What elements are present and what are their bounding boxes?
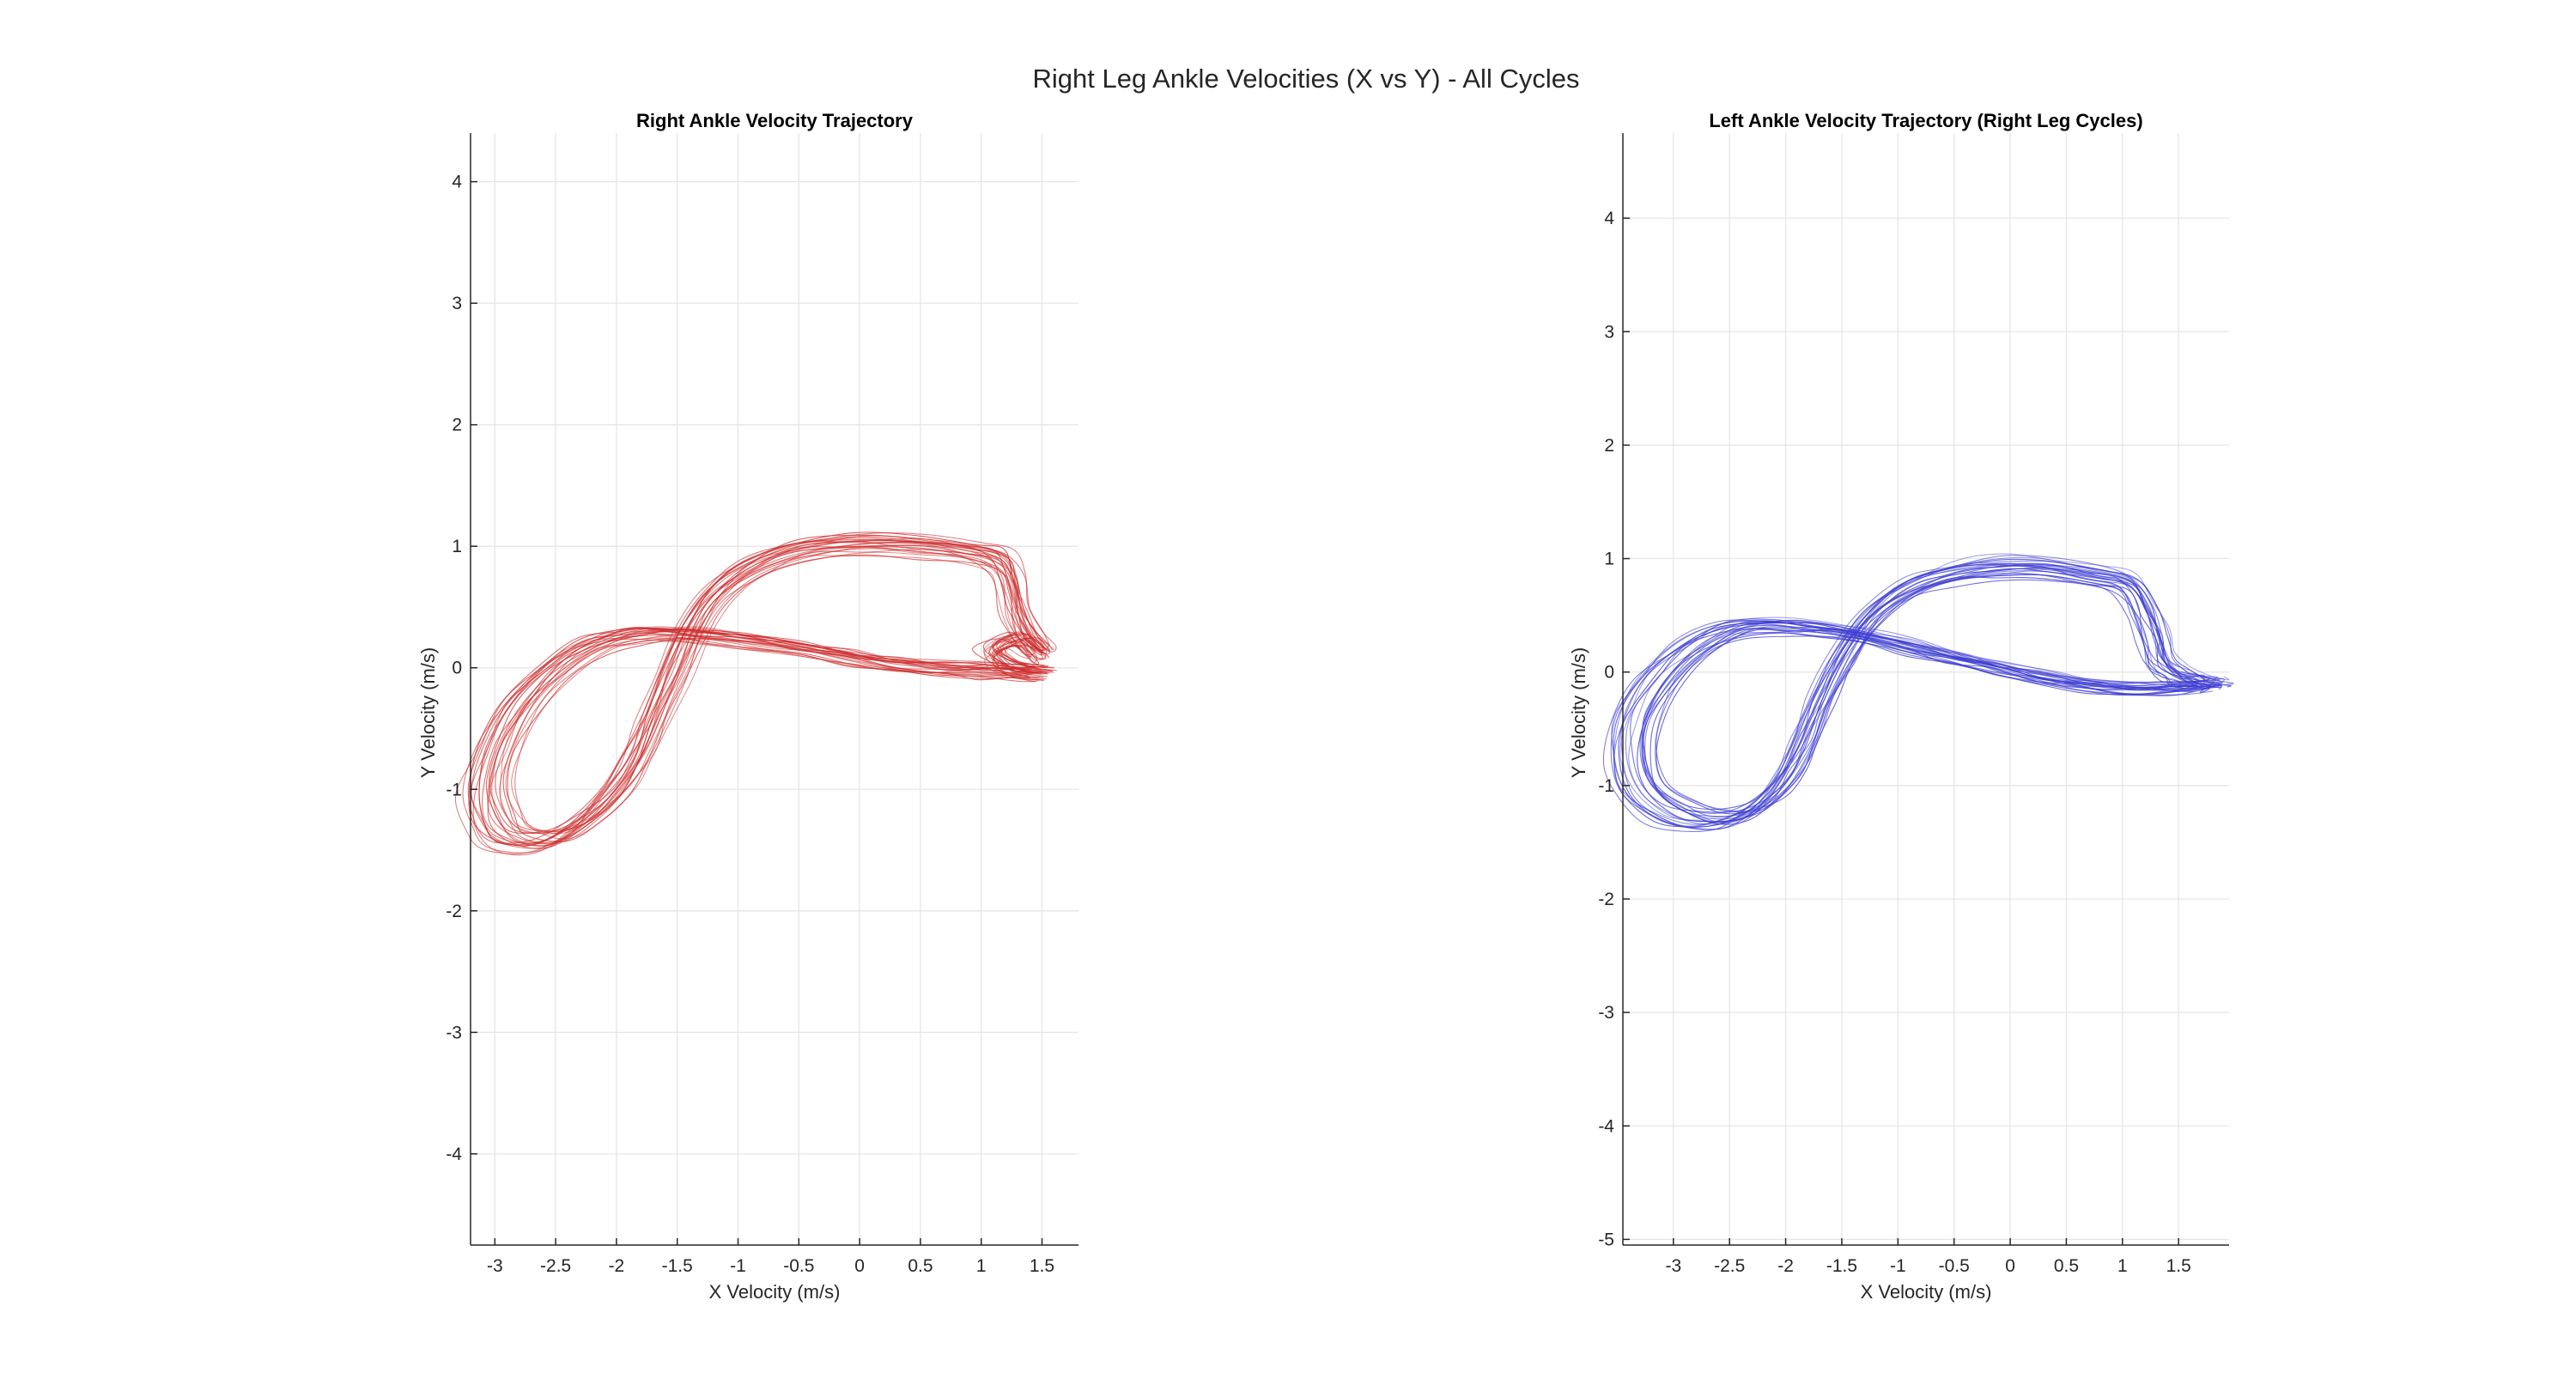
trajectory-cycle-left-ankle-18 bbox=[1655, 562, 2221, 812]
y-tick-label: 0 bbox=[1604, 663, 1614, 683]
trajectory-cycle-left-ankle-6 bbox=[1641, 565, 2223, 817]
x-tick-label: -1 bbox=[730, 1256, 746, 1276]
trajectory-cycle-right-ankle-14 bbox=[505, 543, 1039, 835]
trajectory-cycle-left-ankle-2 bbox=[1611, 555, 2225, 828]
x-tick-label: -2.5 bbox=[1714, 1256, 1745, 1276]
y-tick-label: -1 bbox=[1598, 776, 1614, 796]
trajectory-cycle-right-ankle-17 bbox=[462, 538, 1050, 854]
trajectories-right-ankle bbox=[454, 532, 1057, 856]
trajectories-left-ankle bbox=[1602, 553, 2234, 833]
trajectory-cycle-right-ankle-5 bbox=[487, 535, 1057, 845]
trajectory-cycle-left-ankle-24 bbox=[1642, 564, 2219, 818]
x-tick-label: 0 bbox=[2005, 1256, 2015, 1276]
x-tick-label: -3 bbox=[487, 1256, 503, 1276]
trajectory-cycle-left-ankle-11 bbox=[1644, 570, 2221, 823]
trajectory-cycle-left-ankle-14 bbox=[1639, 574, 2202, 820]
y-ticks-right-ankle: -4 -3 -2 -1 0 1 2 3 4 bbox=[446, 173, 477, 1164]
x-tick-label: 0.5 bbox=[2054, 1256, 2079, 1276]
axes-right-ankle: -3 -2.5 -2 -1.5 -1 -0.5 0 0.5 1 1.5 -4 -3 -2 -1 0 1 2 3 4… bbox=[417, 110, 1078, 1303]
trajectory-cycle-right-ankle-22 bbox=[491, 541, 1050, 847]
y-tick-label: 3 bbox=[1604, 322, 1614, 342]
trajectory-cycle-left-ankle-20 bbox=[1630, 564, 2205, 813]
y-tick-label: 1 bbox=[452, 537, 462, 556]
y-tick-label: 2 bbox=[1604, 435, 1614, 455]
y-ticks-left-ankle: -5 -4 -3 -2 -1 0 1 2 3 4 bbox=[1598, 209, 1630, 1249]
y-tick-label: 4 bbox=[452, 173, 462, 192]
trajectory-cycle-right-ankle-12 bbox=[487, 548, 1041, 849]
x-axis-label-right-ankle: X Velocity (m/s) bbox=[709, 1281, 841, 1303]
x-ticks-left-ankle: -3 -2.5 -2 -1.5 -1 -0.5 0 0.5 1 1.5 bbox=[1665, 1238, 2191, 1276]
x-tick-label: -2.5 bbox=[540, 1256, 571, 1276]
x-axis-label-left-ankle: X Velocity (m/s) bbox=[1861, 1281, 1992, 1303]
x-tick-label: -2 bbox=[1777, 1256, 1794, 1276]
trajectory-cycle-right-ankle-24 bbox=[467, 536, 1043, 844]
x-tick-label: -2 bbox=[609, 1256, 625, 1276]
trajectory-cycle-right-ankle-21 bbox=[499, 546, 1031, 834]
x-tick-label: -3 bbox=[1665, 1256, 1681, 1276]
trajectory-cycle-left-ankle-10 bbox=[1620, 562, 2234, 830]
trajectory-cycle-right-ankle-3 bbox=[511, 551, 1044, 840]
x-tick-label: 1.5 bbox=[2166, 1256, 2191, 1276]
y-tick-label: -5 bbox=[1598, 1230, 1614, 1249]
x-tick-label: 1 bbox=[2117, 1256, 2128, 1276]
grid-left-ankle bbox=[1623, 133, 2229, 1245]
trajectory-cycle-left-ankle-13 bbox=[1642, 564, 2200, 811]
y-tick-label: 0 bbox=[452, 659, 462, 678]
y-tick-label: -2 bbox=[1598, 890, 1614, 909]
x-tick-label: 0.5 bbox=[908, 1256, 933, 1276]
axes-left-ankle: -3 -2.5 -2 -1.5 -1 -0.5 0 0.5 1 1.5 -5 -4 -3 -2 -1 0 1 2… bbox=[1568, 110, 2234, 1303]
y-tick-label: -3 bbox=[446, 1023, 462, 1042]
x-tick-label: -1.5 bbox=[1826, 1256, 1857, 1276]
trajectory-cycle-right-ankle-18 bbox=[499, 549, 1048, 844]
trajectory-cycle-left-ankle-12 bbox=[1613, 556, 2221, 827]
y-tick-label: 1 bbox=[1604, 550, 1614, 569]
trajectory-cycle-right-ankle-4 bbox=[478, 532, 1057, 849]
trajectory-cycle-left-ankle-17 bbox=[1613, 558, 2232, 828]
trajectory-cycle-right-ankle-2 bbox=[514, 546, 1033, 832]
y-tick-label: -3 bbox=[1598, 1003, 1614, 1023]
x-tick-label: 1.5 bbox=[1030, 1256, 1054, 1276]
y-tick-label: 4 bbox=[1604, 209, 1614, 228]
trajectory-cycle-right-ankle-16 bbox=[489, 546, 1026, 835]
trajectory-cycle-left-ankle-22 bbox=[1649, 579, 2205, 823]
x-tick-label: -0.5 bbox=[783, 1256, 814, 1276]
trajectory-cycle-left-ankle-23 bbox=[1642, 572, 2196, 814]
trajectory-cycle-right-ankle-19 bbox=[507, 554, 1040, 842]
trajectory-cycle-right-ankle-8 bbox=[485, 539, 1035, 834]
grid-right-ankle bbox=[471, 133, 1078, 1245]
y-tick-label: -4 bbox=[446, 1145, 462, 1164]
y-tick-label: 2 bbox=[452, 416, 462, 435]
trajectory-cycle-left-ankle-21 bbox=[1613, 564, 2215, 825]
axes-title-right-ankle: Right Ankle Velocity Trajectory bbox=[636, 110, 914, 131]
y-tick-label: -1 bbox=[446, 780, 462, 799]
x-tick-label: -1 bbox=[1890, 1256, 1906, 1276]
axis-lines-left-ankle bbox=[1622, 133, 2229, 1246]
axes-title-left-ankle: Left Ankle Velocity Trajectory (Right Le… bbox=[1709, 110, 2142, 131]
trajectory-cycle-right-ankle-7 bbox=[502, 541, 1046, 833]
trajectory-cycle-right-ankle-11 bbox=[454, 538, 1050, 854]
trajectory-cycle-right-ankle-15 bbox=[478, 534, 1054, 846]
x-tick-label: 0 bbox=[854, 1256, 865, 1276]
y-tick-label: -4 bbox=[1598, 1116, 1614, 1136]
y-tick-label: -2 bbox=[446, 902, 462, 921]
trajectory-cycle-right-ankle-13 bbox=[472, 544, 1048, 856]
x-tick-label: 1 bbox=[976, 1256, 987, 1276]
x-tick-label: -1.5 bbox=[662, 1256, 693, 1276]
trajectory-cycle-right-ankle-23 bbox=[482, 544, 1042, 847]
y-axis-label-right-ankle: Y Velocity (m/s) bbox=[417, 647, 439, 778]
x-tick-label: -0.5 bbox=[1939, 1256, 1970, 1276]
y-axis-label-left-ankle: Y Velocity (m/s) bbox=[1568, 647, 1589, 778]
x-ticks-right-ankle: -3 -2.5 -2 -1.5 -1 -0.5 0 0.5 1 1.5 bbox=[487, 1238, 1054, 1276]
y-tick-label: 3 bbox=[452, 294, 462, 313]
axis-lines-right-ankle bbox=[470, 133, 1078, 1246]
figure-title: Right Leg Ankle Velocities (X vs Y) - Al… bbox=[1033, 64, 1580, 94]
trajectory-cycle-right-ankle-10 bbox=[471, 541, 1036, 844]
trajectory-cycle-right-ankle-1 bbox=[471, 540, 1045, 847]
trajectory-cycle-right-ankle-20 bbox=[489, 555, 1031, 844]
